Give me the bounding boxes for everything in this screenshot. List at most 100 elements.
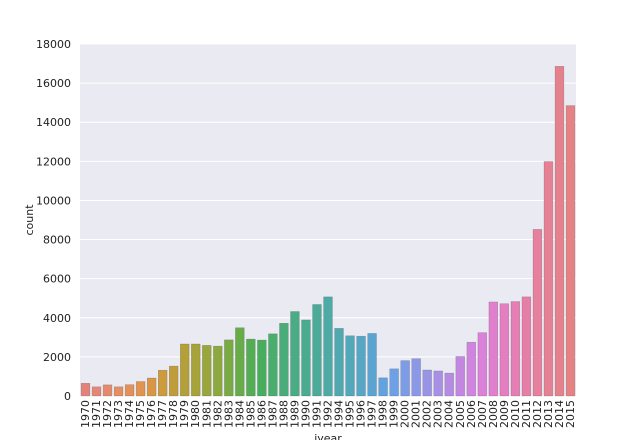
y-tick-label: 12000 [36, 155, 71, 168]
x-tick-label: 1982 [211, 400, 224, 428]
bar-2006 [466, 341, 476, 397]
x-tick-label: 2009 [498, 400, 511, 428]
bar-2002 [422, 369, 432, 397]
bar-2007 [477, 332, 487, 397]
bar-1972 [102, 384, 113, 397]
bar-1975 [135, 381, 146, 397]
x-tick-label: 1986 [255, 400, 268, 428]
bar-1991 [312, 304, 322, 397]
x-tick-label: 1973 [112, 400, 125, 428]
bar-1989 [290, 311, 300, 397]
x-tick-label: 1976 [145, 400, 158, 428]
bar-1981 [202, 345, 212, 397]
x-tick-label: 1994 [333, 400, 346, 428]
x-tick-label: 1995 [344, 400, 357, 428]
x-tick-label: 1980 [189, 400, 202, 428]
x-tick-label: 2001 [410, 400, 423, 428]
bar-1987 [268, 333, 278, 397]
bar-2011 [521, 296, 532, 397]
y-tick-label: 10000 [36, 194, 71, 207]
bar-1985 [246, 338, 256, 397]
bar-1995 [345, 335, 355, 397]
x-tick-label: 1989 [288, 400, 301, 428]
y-tick-label: 16000 [36, 77, 71, 90]
y-tick-label: 6000 [43, 273, 71, 286]
bar-1999 [389, 368, 399, 397]
bar-2009 [499, 303, 510, 397]
x-tick-label: 1997 [366, 400, 379, 428]
bar-2005 [455, 356, 465, 397]
x-tick-label: 2012 [531, 400, 544, 428]
x-tick-label: 1979 [178, 400, 191, 428]
x-tick-label: 2007 [476, 400, 489, 428]
x-tick-label: 1983 [222, 400, 235, 428]
y-tick-label: 8000 [43, 234, 71, 247]
bar-1979 [180, 343, 190, 397]
x-tick-label: 2004 [443, 400, 456, 428]
x-tick-label: 1977 [156, 400, 169, 428]
x-tick-label: 2003 [432, 400, 445, 428]
x-tick-label: 1970 [79, 400, 92, 428]
bar-1977 [158, 369, 168, 397]
bar-1996 [356, 335, 366, 397]
x-tick-label: 1974 [123, 400, 136, 428]
bar-1976 [146, 377, 157, 397]
x-tick-label: 1972 [101, 400, 114, 428]
y-tick-label: 18000 [36, 38, 71, 51]
y-axis-label: count [23, 204, 36, 236]
x-tick-label: 2015 [564, 400, 577, 428]
bar-1974 [124, 384, 135, 397]
bar-2001 [411, 358, 421, 397]
x-tick-label: 1988 [277, 400, 290, 428]
x-tick-label: 1990 [299, 400, 312, 428]
y-tick-label: 2000 [43, 351, 71, 364]
x-tick-label: 2002 [421, 400, 434, 428]
bar-1982 [213, 345, 223, 397]
bar-1973 [113, 386, 124, 397]
x-tick-label: 2008 [487, 400, 500, 428]
bar-1997 [367, 333, 377, 397]
bar-2000 [400, 360, 410, 397]
y-tick-label: 0 [64, 390, 71, 403]
bar-2012 [532, 229, 543, 397]
x-tick-label: 2014 [553, 400, 566, 428]
bar-2004 [444, 372, 454, 397]
x-tick-label: 2000 [399, 400, 412, 428]
bar-2013 [543, 161, 554, 397]
x-tick-label: 1999 [388, 400, 401, 428]
bar-1970 [80, 383, 91, 397]
x-axis-label: iyear [314, 432, 342, 440]
bar-2008 [488, 301, 498, 397]
y-tick-labels: 0 2000 4000 6000 8000 10000 12000 14000 16000 180… [36, 38, 71, 403]
bar-2010 [510, 301, 521, 397]
bars [80, 66, 576, 397]
bar-2014 [554, 66, 565, 397]
bar-1971 [91, 386, 102, 397]
bar-2015 [565, 105, 576, 397]
bar-2003 [433, 370, 443, 397]
bar-1984 [235, 327, 245, 397]
bar-1994 [334, 328, 344, 397]
y-tick-label: 14000 [36, 116, 71, 129]
x-tick-label: 1996 [355, 400, 368, 428]
bar-1990 [301, 319, 311, 397]
bar-1983 [224, 339, 234, 397]
x-tick-labels: 1970197119721973197419751976197719781979… [79, 400, 577, 428]
x-tick-label: 2005 [454, 400, 467, 428]
x-tick-label: 1992 [322, 400, 335, 428]
x-tick-label: 2011 [520, 400, 533, 428]
x-tick-label: 1971 [90, 400, 103, 428]
x-tick-label: 2013 [542, 400, 555, 428]
x-tick-label: 1978 [167, 400, 180, 428]
bar-1986 [257, 339, 267, 397]
bar-1998 [378, 377, 388, 397]
x-tick-label: 2010 [509, 400, 522, 428]
x-tick-label: 2006 [465, 400, 478, 428]
bar-1988 [279, 323, 289, 397]
bar-1978 [169, 365, 179, 397]
bar-1980 [191, 343, 201, 397]
x-tick-label: 1987 [266, 400, 279, 428]
x-tick-label: 1975 [134, 400, 147, 428]
